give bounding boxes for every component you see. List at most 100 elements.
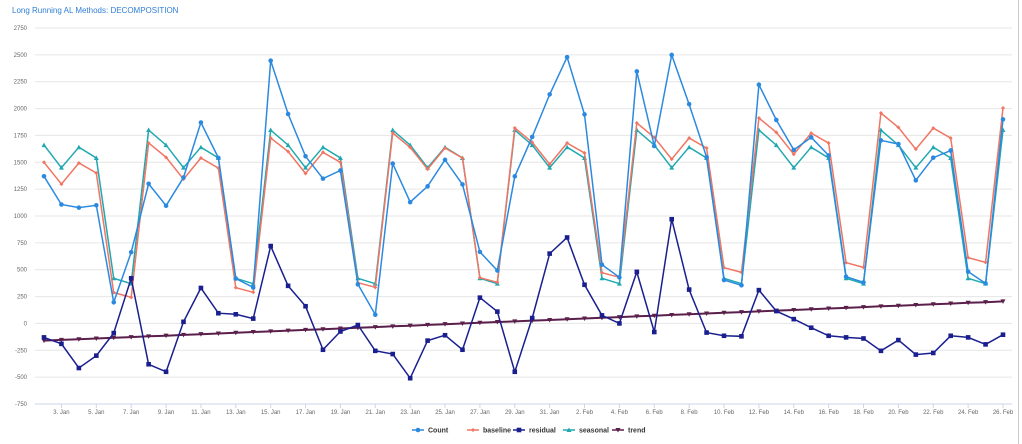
residual-point: [1000, 332, 1006, 338]
trend-point: [390, 324, 396, 329]
count-point: [181, 175, 186, 180]
baseline-point: [896, 125, 901, 130]
baseline-point: [495, 280, 500, 285]
trend-point: [669, 312, 675, 318]
count-point: [774, 117, 779, 123]
count-point: [41, 173, 47, 179]
legend-item-baseline[interactable]: baseline: [467, 428, 511, 435]
seasonal-point: [180, 165, 186, 170]
residual-point: [233, 311, 239, 317]
seasonal-point: [58, 165, 64, 170]
trend-point: [791, 308, 797, 313]
y-tick-label: 2000: [14, 107, 28, 113]
residual-point: [111, 330, 117, 336]
baseline-point: [460, 156, 465, 161]
count-point: [59, 202, 64, 207]
y-tick-label: 1500: [14, 160, 28, 166]
residual-point: [425, 338, 430, 343]
residual-point: [965, 335, 971, 340]
residual-point: [94, 353, 99, 358]
trend-point: [320, 327, 326, 332]
seasonal-point: [669, 165, 675, 170]
x-tick-label: 7. Jan: [123, 410, 139, 416]
seasonal-point: [163, 142, 169, 148]
baseline-point: [826, 141, 831, 146]
count-point: [913, 178, 919, 183]
x-tick-label: 15. Jan: [261, 410, 281, 416]
baseline-point: [913, 147, 918, 152]
count-point: [878, 138, 884, 143]
count-point: [128, 249, 134, 255]
count-point: [94, 202, 99, 208]
count-point: [896, 141, 901, 147]
baseline-point: [565, 141, 570, 146]
x-tick-label: 5. Jan: [88, 410, 104, 416]
baseline-point: [983, 260, 988, 265]
count-point: [320, 176, 326, 181]
seasonal-point: [285, 142, 291, 148]
residual-point: [634, 269, 640, 275]
baseline-point: [443, 145, 448, 150]
trend-point: [459, 321, 465, 327]
count-point: [756, 82, 762, 88]
trend-point: [268, 329, 274, 334]
trend-point: [372, 325, 378, 330]
count-point: [651, 143, 657, 149]
baseline-point: [791, 152, 796, 157]
x-tick-label: 19. Jan: [331, 410, 351, 416]
chart-title: Long Running AL Methods: DECOMPOSITION: [12, 6, 179, 15]
seasonal-point: [198, 144, 204, 150]
legend-item-residual[interactable]: residual: [513, 428, 556, 435]
legend-marker-icon: [415, 427, 421, 433]
y-tick-label: 750: [17, 241, 28, 247]
y-tick-label: -750: [15, 402, 28, 408]
x-tick-label: 9. Jan: [158, 410, 174, 416]
count-point: [529, 134, 535, 140]
x-tick-label: 4. Feb: [611, 410, 629, 416]
count-point: [826, 153, 831, 158]
legend[interactable]: Count baseline residual seasonal trend: [412, 427, 646, 435]
baseline-point: [425, 167, 430, 172]
y-tick-label: 500: [17, 268, 28, 274]
residual-point: [547, 251, 552, 256]
trend-point: [337, 326, 343, 331]
series-residual: [41, 216, 1006, 381]
baseline-point: [669, 157, 674, 162]
seasonal-point: [913, 165, 919, 170]
baseline-point: [512, 126, 517, 131]
residual-point: [285, 283, 291, 289]
baseline-point: [76, 161, 81, 166]
residual-point: [163, 369, 169, 375]
baseline-point: [704, 146, 709, 151]
series-trend: [41, 299, 1006, 344]
legend-item-seasonal[interactable]: seasonal: [563, 427, 609, 435]
legend-item-trend[interactable]: trend: [612, 428, 646, 435]
residual-point: [791, 316, 797, 322]
seasonal-point: [146, 127, 152, 133]
count-point: [965, 269, 971, 274]
x-axis: 3. Jan 5. Jan 7. Jan 9. Jan 11. Jan 13. Jan 15…: [35, 403, 1014, 416]
baseline-point: [373, 285, 378, 290]
trend-point: [634, 314, 640, 319]
baseline-point: [582, 151, 587, 156]
baseline-point: [634, 120, 639, 125]
residual-point: [495, 309, 500, 314]
residual-point: [355, 322, 361, 328]
trend-point: [965, 300, 971, 306]
y-tick-label: 1000: [14, 214, 28, 220]
trend-point: [163, 333, 169, 339]
x-tick-label: 22. Feb: [923, 410, 944, 416]
count-line: [43, 52, 1004, 318]
residual-point: [41, 335, 47, 340]
legend-label: trend: [628, 428, 646, 435]
legend-label: seasonal: [579, 428, 609, 435]
residual-point: [128, 276, 134, 281]
residual-point: [529, 315, 535, 321]
seasonal-point: [791, 165, 797, 170]
count-point: [460, 182, 465, 187]
count-point: [791, 147, 797, 153]
baseline-point: [198, 155, 203, 160]
legend-item-count[interactable]: Count: [412, 428, 449, 435]
residual-point: [338, 329, 343, 334]
